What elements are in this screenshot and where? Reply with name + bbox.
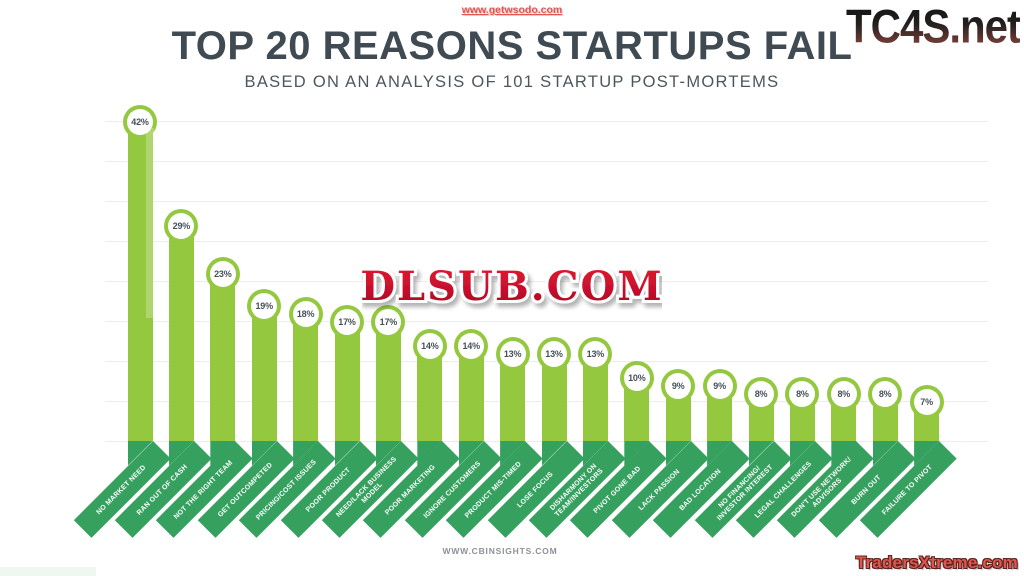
bar-bulb: 19% bbox=[247, 289, 282, 323]
watermark-top-right: TC4S.net bbox=[845, 0, 1021, 53]
bar-value: 8% bbox=[872, 381, 899, 407]
gridline bbox=[105, 121, 988, 122]
bar-bulb: 8% bbox=[785, 377, 820, 411]
bar-shaft bbox=[210, 272, 236, 441]
bar-value: 13% bbox=[541, 341, 567, 367]
bar-bulb: 14% bbox=[454, 329, 489, 363]
bar-value: 8% bbox=[830, 381, 857, 407]
gridline bbox=[105, 201, 988, 202]
gridline bbox=[105, 161, 988, 162]
bar-shaft bbox=[168, 224, 194, 441]
bar-bulb: 14% bbox=[412, 329, 447, 363]
bar-value: 23% bbox=[209, 261, 236, 287]
bar-shaft bbox=[127, 120, 153, 441]
bar-value: 13% bbox=[582, 341, 609, 367]
watermark-center-overlay: DLSUB.COM bbox=[362, 260, 662, 313]
bar-bulb: 7% bbox=[909, 385, 944, 419]
bar-bulb: 17% bbox=[371, 305, 406, 339]
bar-value: 10% bbox=[623, 365, 650, 391]
watermark-bottom-right: TradersXtreme.com bbox=[855, 553, 1018, 572]
bar-bulb: 13% bbox=[578, 337, 613, 371]
bar-value: 9% bbox=[706, 373, 733, 399]
watermark-center-text: DLSUB.COM bbox=[362, 263, 662, 310]
bar-value: 14% bbox=[416, 333, 443, 359]
bar-shaft bbox=[251, 304, 277, 441]
page-subtitle: BASED ON AN ANALYSIS OF 101 STARTUP POST… bbox=[244, 73, 780, 91]
bar-value: 18% bbox=[292, 301, 319, 327]
bar-value: 17% bbox=[334, 309, 360, 335]
bar-value: 42% bbox=[127, 109, 153, 135]
bar-bulb: 42% bbox=[123, 105, 157, 139]
bar-bulb: 8% bbox=[868, 377, 903, 411]
bar-bulb: 9% bbox=[661, 369, 696, 403]
watermark-top-center: www.getwsodo.com bbox=[461, 4, 563, 16]
bar-shaft bbox=[334, 320, 360, 441]
bar-value: 13% bbox=[499, 341, 526, 367]
bar-bulb: 9% bbox=[702, 369, 737, 403]
bar-bulb: 18% bbox=[288, 297, 323, 331]
page-title: TOP 20 REASONS STARTUPS FAIL bbox=[171, 24, 853, 68]
bar-value: 19% bbox=[251, 293, 278, 319]
gridline bbox=[105, 241, 988, 242]
gridline bbox=[105, 281, 988, 282]
compression-artifact bbox=[146, 128, 154, 318]
bar-value: 29% bbox=[168, 213, 195, 239]
bar-value: 14% bbox=[458, 333, 485, 359]
bar-bulb: 17% bbox=[330, 305, 364, 339]
bar-bulb: 8% bbox=[826, 377, 861, 411]
bar-value: 9% bbox=[665, 373, 692, 399]
bar-bulb: 23% bbox=[205, 257, 240, 291]
bar-value: 8% bbox=[748, 381, 774, 407]
bar-shaft bbox=[293, 312, 319, 441]
bar-bulb: 8% bbox=[744, 377, 778, 411]
bar-value: 8% bbox=[789, 381, 816, 407]
bar-bulb: 13% bbox=[495, 337, 530, 371]
bottom-left-artifact bbox=[0, 567, 96, 576]
bar-shaft bbox=[375, 320, 401, 441]
bar-bulb: 13% bbox=[537, 337, 571, 371]
gridline bbox=[105, 321, 988, 322]
source-credit: WWW.CBINSIGHTS.COM bbox=[442, 546, 558, 556]
bar-bulb: 10% bbox=[619, 361, 654, 395]
bar-bulb: 29% bbox=[164, 209, 199, 243]
bar-value: 7% bbox=[913, 389, 940, 415]
bar-value: 17% bbox=[375, 309, 402, 335]
